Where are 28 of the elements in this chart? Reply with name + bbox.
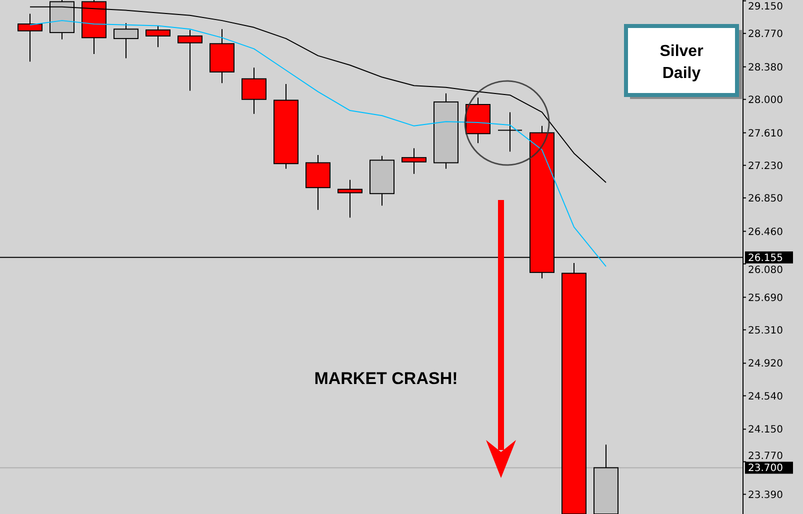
candlestick	[18, 13, 42, 62]
y-tick-label: 28.770	[748, 28, 783, 40]
y-tick-label: 28.380	[748, 62, 783, 74]
ref-line-label: 26.155	[748, 252, 783, 264]
candlestick	[338, 179, 362, 218]
candlestick	[114, 22, 138, 59]
y-tick-label: 26.850	[748, 193, 783, 204]
ref-line-label: 23.700	[748, 463, 783, 474]
candlestick	[178, 29, 202, 92]
y-tick-label: 23.390	[748, 490, 783, 501]
y-tick-label: 24.540	[748, 391, 783, 402]
y-tick-label: 24.920	[748, 358, 783, 370]
text: Silver Daily	[660, 43, 704, 82]
y-tick-label: 27.230	[748, 160, 783, 172]
candlestick	[146, 25, 170, 48]
y-tick-label: 26.080	[748, 264, 783, 276]
y-tick-label: 24.150	[748, 424, 783, 436]
y-tick-label: 29.150	[748, 2, 783, 12]
y-tick-label: 25.310	[748, 325, 783, 336]
candlestick	[242, 67, 266, 114]
y-tick-label: 23.770	[748, 451, 783, 462]
y-tick-label: 27.610	[748, 128, 783, 140]
annotation: MARKET CRASH!	[314, 369, 458, 388]
y-tick-label: 25.690	[748, 292, 783, 304]
y-tick-label: 26.460	[748, 226, 783, 238]
y-tick-label: 28.000	[748, 94, 783, 106]
candlestick	[402, 148, 426, 174]
candlestick	[498, 112, 522, 152]
